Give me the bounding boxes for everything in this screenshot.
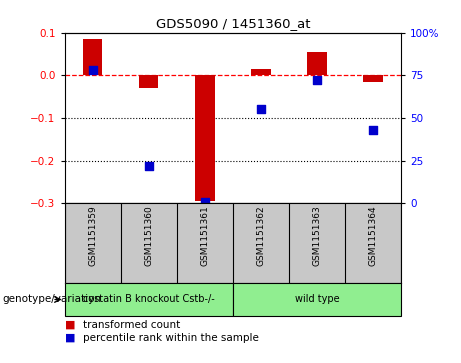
Bar [233,283,401,316]
Point [257,106,265,112]
Point [313,78,321,83]
Text: GSM1151363: GSM1151363 [313,206,321,266]
Text: ■: ■ [65,320,75,330]
Title: GDS5090 / 1451360_at: GDS5090 / 1451360_at [155,17,310,30]
Point [89,67,96,73]
Point [145,163,152,169]
Text: percentile rank within the sample: percentile rank within the sample [83,333,259,343]
Text: wild type: wild type [295,294,339,305]
Point [201,199,208,204]
Text: cystatin B knockout Cstb-/-: cystatin B knockout Cstb-/- [83,294,214,305]
Text: GSM1151359: GSM1151359 [88,206,97,266]
Bar [83,39,102,75]
Text: transformed count: transformed count [83,320,180,330]
Bar [65,283,233,316]
Text: GSM1151360: GSM1151360 [144,206,153,266]
Bar [195,75,214,201]
Point [369,127,377,133]
Bar [251,69,271,75]
Text: genotype/variation: genotype/variation [2,294,101,305]
Bar [139,75,159,88]
Text: GSM1151361: GSM1151361 [200,206,209,266]
Bar [363,75,383,82]
Text: GSM1151362: GSM1151362 [256,206,266,266]
Bar [307,52,327,75]
Text: GSM1151364: GSM1151364 [368,206,378,266]
Text: ■: ■ [65,333,75,343]
